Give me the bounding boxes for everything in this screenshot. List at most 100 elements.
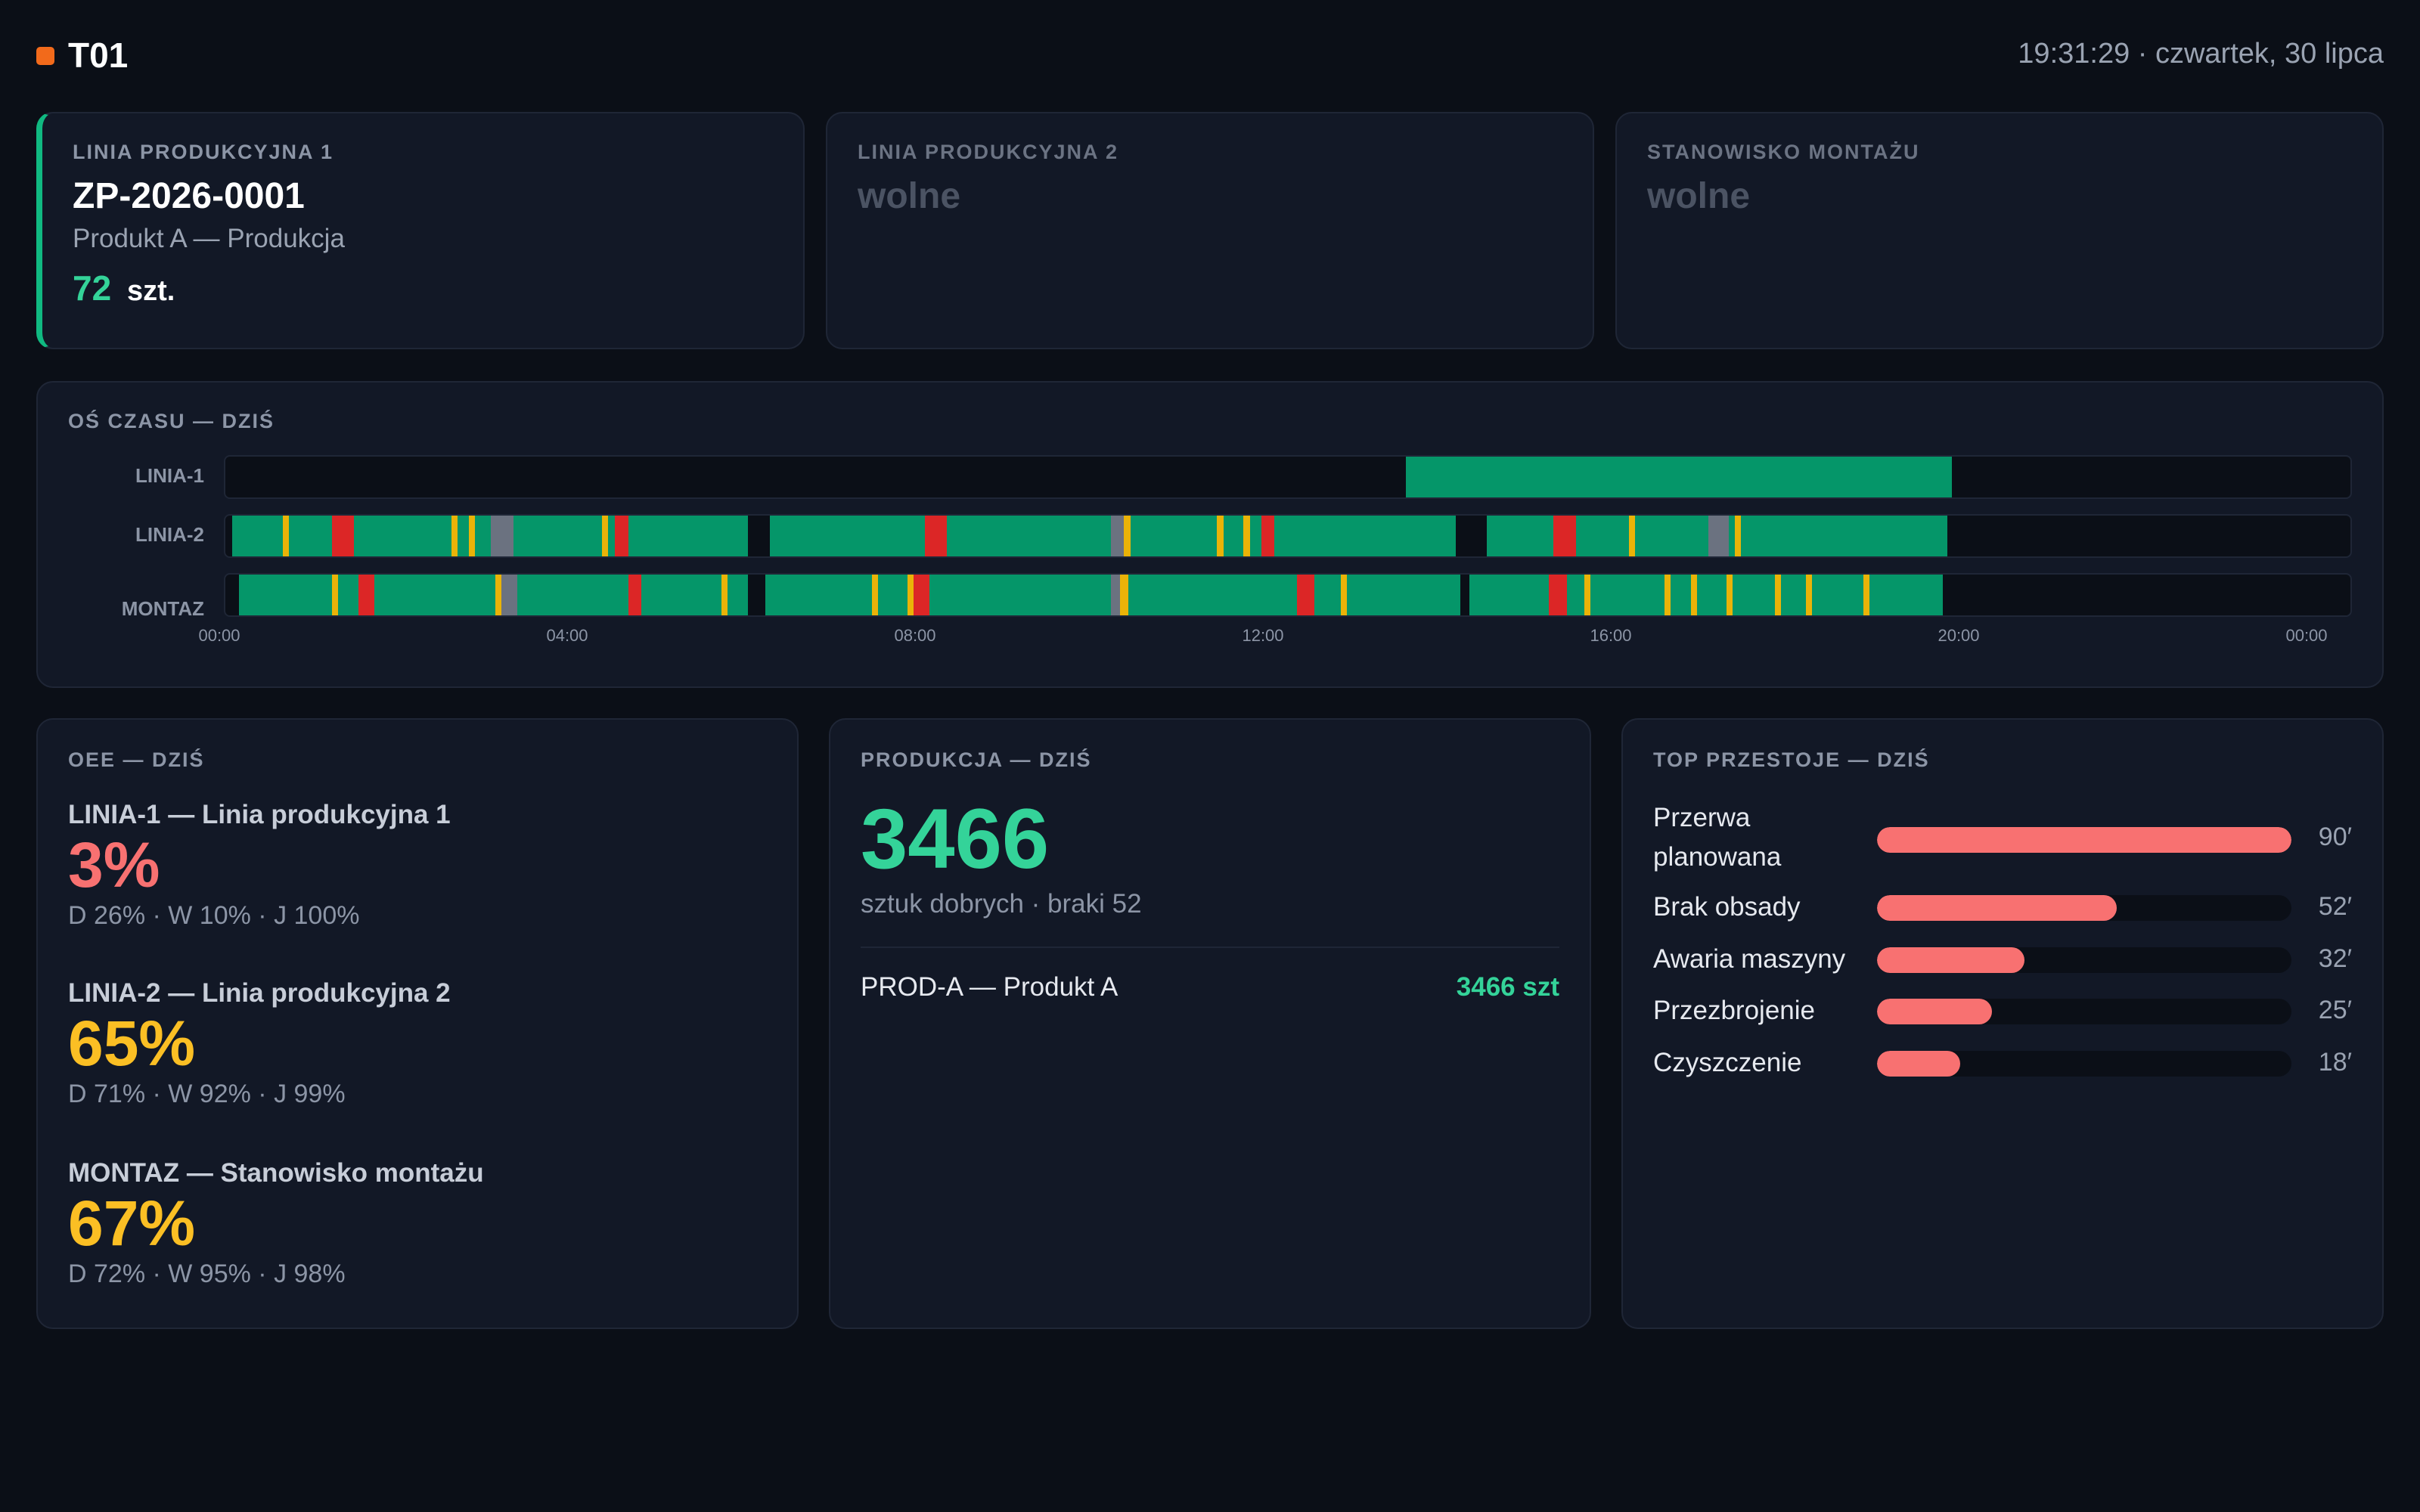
oee-item: LINIA-1 — Linia produkcyjna 1 3% D 26% ·… bbox=[68, 800, 451, 931]
downtime-bar-fill bbox=[1877, 999, 1993, 1024]
timeline-track-linia-1 bbox=[224, 455, 2352, 499]
order-quantity: 72 bbox=[73, 268, 112, 308]
line-card-assembly[interactable]: STANOWISKO MONTAŻU wolne bbox=[1615, 112, 2384, 349]
timeline-segment-warn bbox=[1217, 516, 1224, 556]
line-card-1[interactable]: LINIA PRODUKCYJNA 1 ZP-2026-0001 Produkt… bbox=[36, 112, 805, 349]
timeline-segment-warn bbox=[1119, 575, 1129, 615]
timeline-segment-down bbox=[924, 516, 948, 556]
timeline-track-linia-2 bbox=[224, 514, 2352, 558]
timeline-segment-down bbox=[331, 516, 354, 556]
clock: 19:31:29 · czwartek, 30 lipca bbox=[2018, 38, 2384, 70]
downtime-value: 90′ bbox=[2318, 823, 2352, 851]
timeline-tick-label: 00:00 bbox=[2285, 626, 2328, 645]
timeline-segment-warn bbox=[907, 575, 914, 615]
timeline-segment-warn bbox=[451, 516, 458, 556]
downtime-bar bbox=[1877, 1051, 2291, 1077]
downtime-bar-fill bbox=[1877, 827, 2291, 853]
timeline-row-label: MONTAZ bbox=[121, 597, 204, 620]
downtime-label: Brak obsady bbox=[1653, 892, 1801, 922]
production-subtitle: sztuk dobrych · braki 52 bbox=[861, 889, 1142, 919]
timeline-tick-label: 20:00 bbox=[1938, 626, 1980, 645]
order-number: ZP-2026-0001 bbox=[73, 176, 305, 216]
downtime-row: Przerwa planowana 90′ bbox=[1653, 798, 2352, 881]
timeline-segment-idle bbox=[1110, 575, 1120, 615]
oee-item: MONTAZ — Stanowisko montażu 67% D 72% · … bbox=[68, 1158, 484, 1289]
timeline-panel: OŚ CZASU — DZIŚ LINIA-1 LINIA-2 MONTAZ 0… bbox=[36, 381, 2384, 688]
timeline-tick-label: 08:00 bbox=[894, 626, 936, 645]
timeline-segment-warn bbox=[1805, 575, 1813, 615]
timeline-segment-warn bbox=[1774, 575, 1782, 615]
line-card-title: LINIA PRODUKCYJNA 2 bbox=[858, 141, 1119, 163]
downtime-bar bbox=[1877, 827, 2291, 853]
product-row-name: PROD-A — Produkt A bbox=[861, 972, 1118, 1002]
downtime-bar-fill bbox=[1877, 1051, 1960, 1077]
downtime-row: Awaria maszyny 32′ bbox=[1653, 940, 2352, 985]
timeline-tick-label: 04:00 bbox=[546, 626, 588, 645]
timeline-segment-run bbox=[1469, 575, 1944, 615]
timeline-segment-run bbox=[1405, 457, 1953, 497]
downtime-label: Czyszczenie bbox=[1653, 1048, 1802, 1077]
line-card-2[interactable]: LINIA PRODUKCYJNA 2 wolne bbox=[826, 112, 1594, 349]
downtime-panel: TOP PRZESTOJE — DZIŚ Przerwa planowana 9… bbox=[1621, 718, 2384, 1329]
timeline-segment-down bbox=[628, 575, 642, 615]
downtime-value: 32′ bbox=[2318, 944, 2352, 973]
oee-detail: D 71% · W 92% · J 99% bbox=[68, 1080, 346, 1108]
timeline-segment-warn bbox=[871, 575, 878, 615]
timeline-segment-warn bbox=[1735, 516, 1742, 556]
order-product: Produkt A — Produkcja bbox=[73, 224, 345, 253]
timeline-segment-down bbox=[913, 575, 929, 615]
timeline-track-montaz bbox=[224, 573, 2352, 617]
downtime-value: 18′ bbox=[2318, 1048, 2352, 1077]
timeline-segment-warn bbox=[1124, 516, 1131, 556]
downtime-row: Brak obsady 52′ bbox=[1653, 888, 2352, 933]
downtime-row: Przezbrojenie 25′ bbox=[1653, 991, 2352, 1036]
timeline-segment-warn bbox=[283, 516, 290, 556]
downtime-bar bbox=[1877, 895, 2291, 921]
oee-detail: D 72% · W 95% · J 98% bbox=[68, 1259, 346, 1288]
timeline-segment-run bbox=[232, 516, 748, 556]
oee-panel: OEE — DZIŚ LINIA-1 — Linia produkcyjna 1… bbox=[36, 718, 799, 1329]
timeline-segment-warn bbox=[601, 516, 608, 556]
timeline-segment-down bbox=[1549, 575, 1567, 615]
oee-line-name: LINIA-1 — Linia produkcyjna 1 bbox=[68, 800, 451, 829]
timeline-title: OŚ CZASU — DZIŚ bbox=[68, 410, 275, 432]
divider bbox=[861, 947, 1559, 948]
oee-detail: D 26% · W 10% · J 100% bbox=[68, 901, 360, 930]
downtime-value: 52′ bbox=[2318, 892, 2352, 921]
downtime-value: 25′ bbox=[2318, 996, 2352, 1024]
order-unit: szt. bbox=[127, 275, 175, 307]
top-bar: T01 19:31:29 · czwartek, 30 lipca bbox=[36, 30, 2384, 83]
timeline-segment-warn bbox=[1584, 575, 1591, 615]
timeline-segment-warn bbox=[1243, 516, 1250, 556]
timeline-segment-warn bbox=[1664, 575, 1671, 615]
oee-value: 3% bbox=[68, 829, 160, 900]
product-row-qty: 3466 szt bbox=[1456, 972, 1559, 1002]
timeline-row-label: LINIA-1 bbox=[135, 464, 204, 487]
production-title: PRODUKCJA — DZIŚ bbox=[861, 748, 1092, 771]
line-status: wolne bbox=[1647, 176, 1751, 216]
station-name: T01 bbox=[68, 36, 129, 75]
timeline-segment-warn bbox=[721, 575, 728, 615]
downtime-title: TOP PRZESTOJE — DZIŚ bbox=[1653, 748, 1930, 771]
downtime-row: Czyszczenie 18′ bbox=[1653, 1043, 2352, 1089]
timeline-segment-warn bbox=[331, 575, 338, 615]
downtime-label: Awaria maszyny bbox=[1653, 944, 1846, 974]
timeline-segment-warn bbox=[1341, 575, 1348, 615]
production-panel: PRODUKCJA — DZIŚ 3466 sztuk dobrych · br… bbox=[829, 718, 1591, 1329]
timeline-segment-idle bbox=[1708, 516, 1730, 556]
oee-item: LINIA-2 — Linia produkcyjna 2 65% D 71% … bbox=[68, 978, 451, 1109]
downtime-bar bbox=[1877, 947, 2291, 973]
oee-line-name: LINIA-2 — Linia produkcyjna 2 bbox=[68, 978, 451, 1008]
timeline-segment-idle bbox=[501, 575, 518, 615]
downtime-bar-fill bbox=[1877, 947, 2024, 973]
timeline-tick-label: 16:00 bbox=[1590, 626, 1632, 645]
timeline-segment-down bbox=[358, 575, 374, 615]
timeline-segment-idle bbox=[491, 516, 513, 556]
timeline-segment-warn bbox=[495, 575, 502, 615]
timeline-segment-warn bbox=[1726, 575, 1733, 615]
line-card-title: STANOWISKO MONTAŻU bbox=[1647, 141, 1920, 163]
oee-title: OEE — DZIŚ bbox=[68, 748, 205, 771]
timeline-row-label: LINIA-2 bbox=[135, 523, 204, 546]
timeline-segment-down bbox=[1261, 516, 1275, 556]
line-status: wolne bbox=[858, 176, 961, 216]
